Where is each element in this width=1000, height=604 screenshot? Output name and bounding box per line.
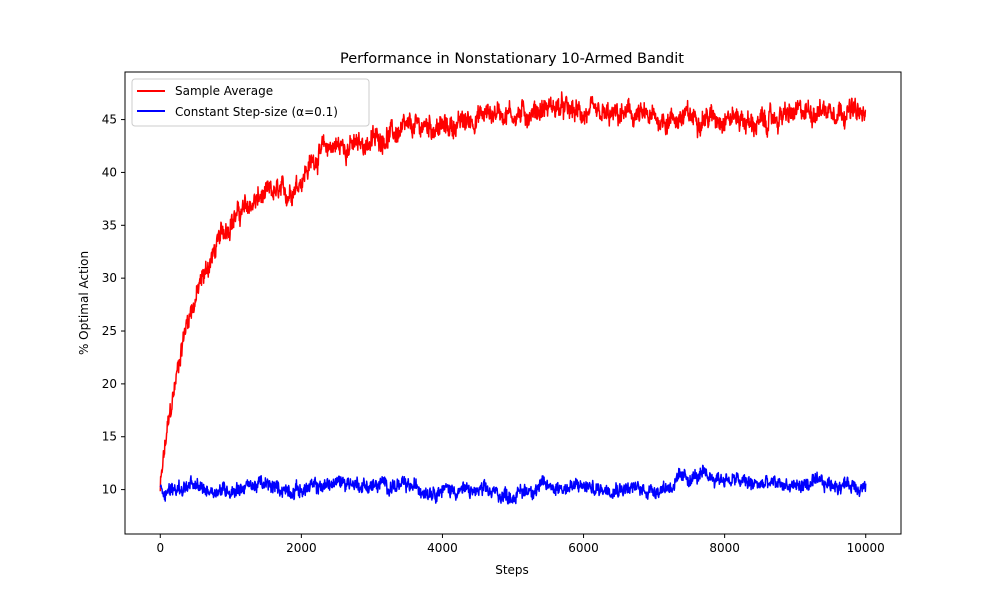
x-tick-label: 2000 <box>286 541 317 555</box>
y-tick-label: 30 <box>102 271 117 285</box>
x-tick-label: 8000 <box>709 541 740 555</box>
y-tick-label: 20 <box>102 377 117 391</box>
series-line-1 <box>159 464 867 505</box>
x-axis-label: Steps <box>495 563 529 577</box>
plot-frame <box>124 71 902 535</box>
legend-box <box>131 78 370 127</box>
series-layer <box>159 91 867 505</box>
x-tick-label: 0 <box>156 541 164 555</box>
y-tick-label: 10 <box>102 483 117 497</box>
y-axis: 10 15 20 25 30 35 40 45 <box>102 113 125 497</box>
x-tick-label: 4000 <box>427 541 458 555</box>
x-tick-label: 6000 <box>568 541 599 555</box>
y-tick-label: 35 <box>102 218 117 232</box>
series-line-0 <box>159 91 867 492</box>
y-tick-label: 45 <box>102 113 117 127</box>
y-tick-label: 25 <box>102 324 117 338</box>
x-axis: 0 2000 4000 6000 8000 10000 <box>156 534 885 555</box>
legend: Sample Average Constant Step-size (α=0.1… <box>131 78 370 127</box>
legend-label-sample-average: Sample Average <box>175 84 273 98</box>
chart-title: Performance in Nonstationary 10-Armed Ba… <box>340 51 684 67</box>
legend-label-constant-step-size: Constant Step-size (α=0.1) <box>175 105 338 119</box>
x-tick-label: 10000 <box>847 541 885 555</box>
y-axis-label: % Optimal Action <box>77 251 91 355</box>
y-tick-label: 15 <box>102 430 117 444</box>
y-tick-label: 40 <box>102 165 117 179</box>
